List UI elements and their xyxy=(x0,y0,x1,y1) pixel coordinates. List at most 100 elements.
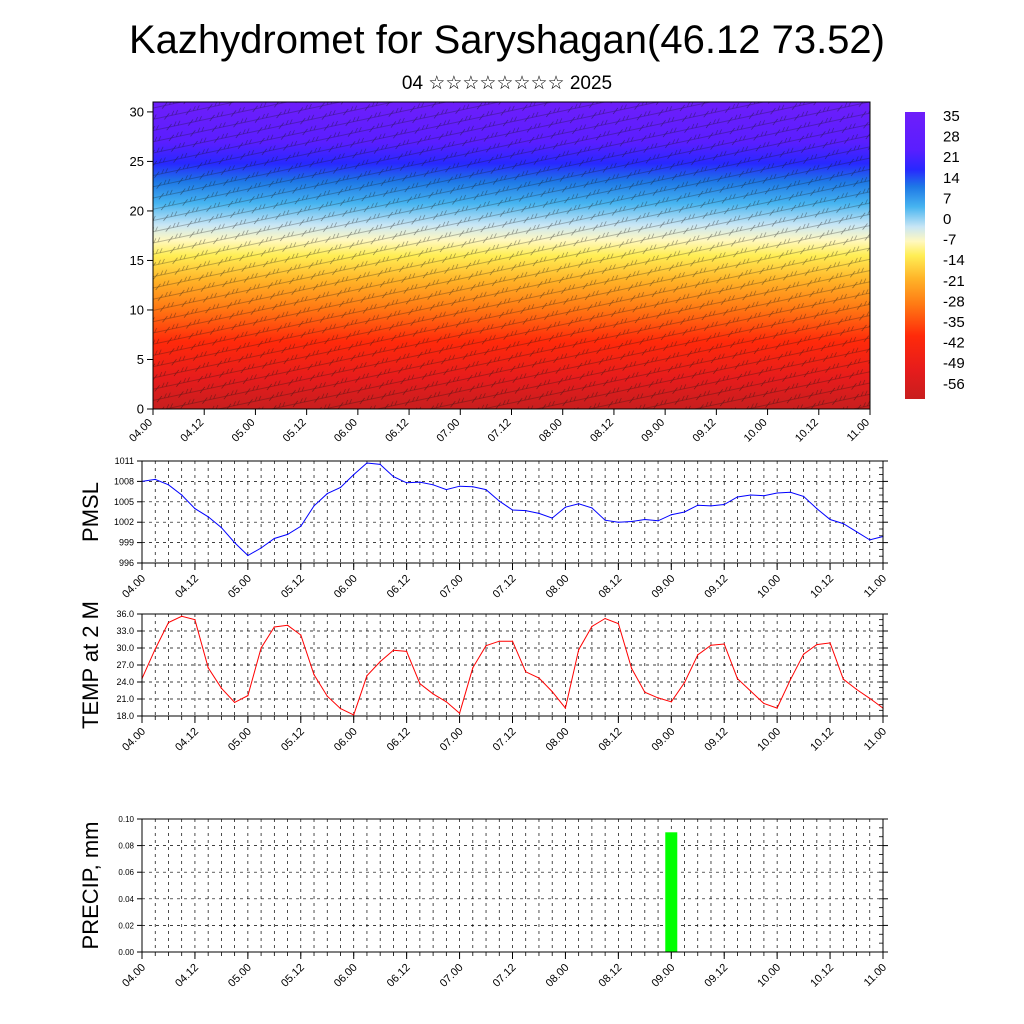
heatmap-x-tick-label: 07.00 xyxy=(434,417,462,445)
series-point xyxy=(167,621,170,624)
series-point xyxy=(710,505,712,507)
page-title: Kazhydromet for Saryshagan(46.12 73.52) xyxy=(129,18,885,62)
series-point xyxy=(485,645,487,647)
series-point xyxy=(260,547,262,549)
series-point xyxy=(167,484,170,486)
y-tick-label: 0.04 xyxy=(118,895,134,904)
x-tick-label: 04.12 xyxy=(173,573,201,601)
y-axis-title: TEMP at 2 M xyxy=(78,601,103,729)
series-point xyxy=(855,531,858,533)
series-point xyxy=(366,462,368,464)
x-tick-label: 05.12 xyxy=(279,962,307,990)
series-point xyxy=(697,654,699,656)
x-tick-label: 04.00 xyxy=(120,573,148,601)
y-tick-label: 1002 xyxy=(114,517,134,527)
series-point xyxy=(353,474,355,476)
y-tick-label: 36.0 xyxy=(116,609,134,619)
x-tick-label: 06.12 xyxy=(385,573,413,601)
series-point xyxy=(855,688,858,690)
x-tick-label: 10.12 xyxy=(808,573,836,601)
x-tick-label: 05.00 xyxy=(226,726,254,754)
series-point xyxy=(736,678,739,680)
x-tick-label: 11.00 xyxy=(862,573,889,600)
series-point xyxy=(591,625,593,628)
series-point xyxy=(220,687,222,689)
series-point xyxy=(419,481,421,483)
series-point xyxy=(326,695,328,697)
series-point xyxy=(286,533,289,536)
series-point xyxy=(247,554,249,557)
x-tick-label: 06.12 xyxy=(385,726,413,754)
series-point xyxy=(789,679,791,681)
series-point xyxy=(617,623,619,625)
colorbar-label: -14 xyxy=(943,252,965,269)
series-point xyxy=(406,650,408,653)
series-point xyxy=(458,712,461,714)
colorbar-label: 28 xyxy=(943,129,960,146)
y-tick-label: 996 xyxy=(119,558,134,568)
colorbar-label: -56 xyxy=(943,376,965,393)
series-point xyxy=(379,661,381,663)
x-tick-label: 08.12 xyxy=(597,726,625,754)
x-tick-label: 04.00 xyxy=(120,962,148,990)
x-tick-label: 10.12 xyxy=(808,726,836,754)
series-point xyxy=(789,491,791,493)
series-point xyxy=(485,488,487,491)
series-point xyxy=(353,714,355,716)
series-point xyxy=(300,634,302,636)
series-point xyxy=(498,500,500,502)
x-tick-label: 09.00 xyxy=(649,962,677,990)
series-point xyxy=(657,697,659,699)
series-point xyxy=(710,644,712,646)
temperature-heatmap-panel: 0 5 10 15 20 25 30 04.00 04.12 05.00 05.12 06.00 06.… xyxy=(127,101,872,445)
series-point xyxy=(154,478,156,480)
pmsl-panel: 996 999 1002 1005 1008 1011 04.00 04.12 05.00 05.… xyxy=(78,456,889,601)
series-point xyxy=(286,624,289,626)
series-point xyxy=(273,537,275,540)
series-point xyxy=(366,675,368,677)
x-tick-label: 07.00 xyxy=(438,573,466,601)
series-point xyxy=(776,492,778,494)
series-point xyxy=(604,617,606,620)
heatmap-y-tick-label: 10 xyxy=(130,302,144,317)
panel-frame xyxy=(141,613,884,717)
heatmap-x-tick-label: 06.00 xyxy=(332,417,360,445)
x-tick-label: 09.00 xyxy=(649,726,677,754)
series-point xyxy=(154,648,156,650)
x-tick-label: 08.00 xyxy=(544,962,572,990)
x-tick-label: 07.12 xyxy=(491,573,519,601)
x-tick-label: 10.00 xyxy=(755,726,783,754)
heatmap-x-tick-label: 07.12 xyxy=(486,417,514,445)
x-tick-label: 05.00 xyxy=(226,573,254,601)
heatmap-y-tick-label: 15 xyxy=(130,253,144,268)
series-point xyxy=(630,520,633,523)
x-tick-label: 10.12 xyxy=(808,962,836,990)
series-point xyxy=(247,695,249,697)
series-point xyxy=(220,527,222,529)
x-tick-label: 05.12 xyxy=(279,573,307,601)
series-point xyxy=(551,517,553,519)
series-point xyxy=(181,494,183,496)
series-point xyxy=(445,701,447,703)
series-point xyxy=(379,463,381,465)
x-tick-label: 07.00 xyxy=(438,726,466,754)
series-point xyxy=(564,506,567,508)
y-tick-label: 18.0 xyxy=(116,711,134,721)
series-point xyxy=(869,539,871,541)
x-tick-label: 09.12 xyxy=(702,962,730,990)
y-tick-label: 1008 xyxy=(114,476,134,486)
series-point xyxy=(657,520,659,522)
series-point xyxy=(458,485,461,487)
colorbar-label: -49 xyxy=(943,355,965,372)
colorbar-label: 35 xyxy=(943,108,960,125)
series-point xyxy=(511,509,514,511)
colorbar-label: -28 xyxy=(943,293,965,310)
series-point xyxy=(445,488,447,491)
series-point xyxy=(406,482,408,484)
series-point xyxy=(736,496,739,498)
series-point xyxy=(234,542,236,544)
panel-frame xyxy=(141,818,884,953)
heatmap-y-tick-label: 30 xyxy=(130,104,144,119)
y-tick-label: 0.10 xyxy=(118,815,134,824)
heatmap-x-tick-label: 05.00 xyxy=(230,417,258,445)
